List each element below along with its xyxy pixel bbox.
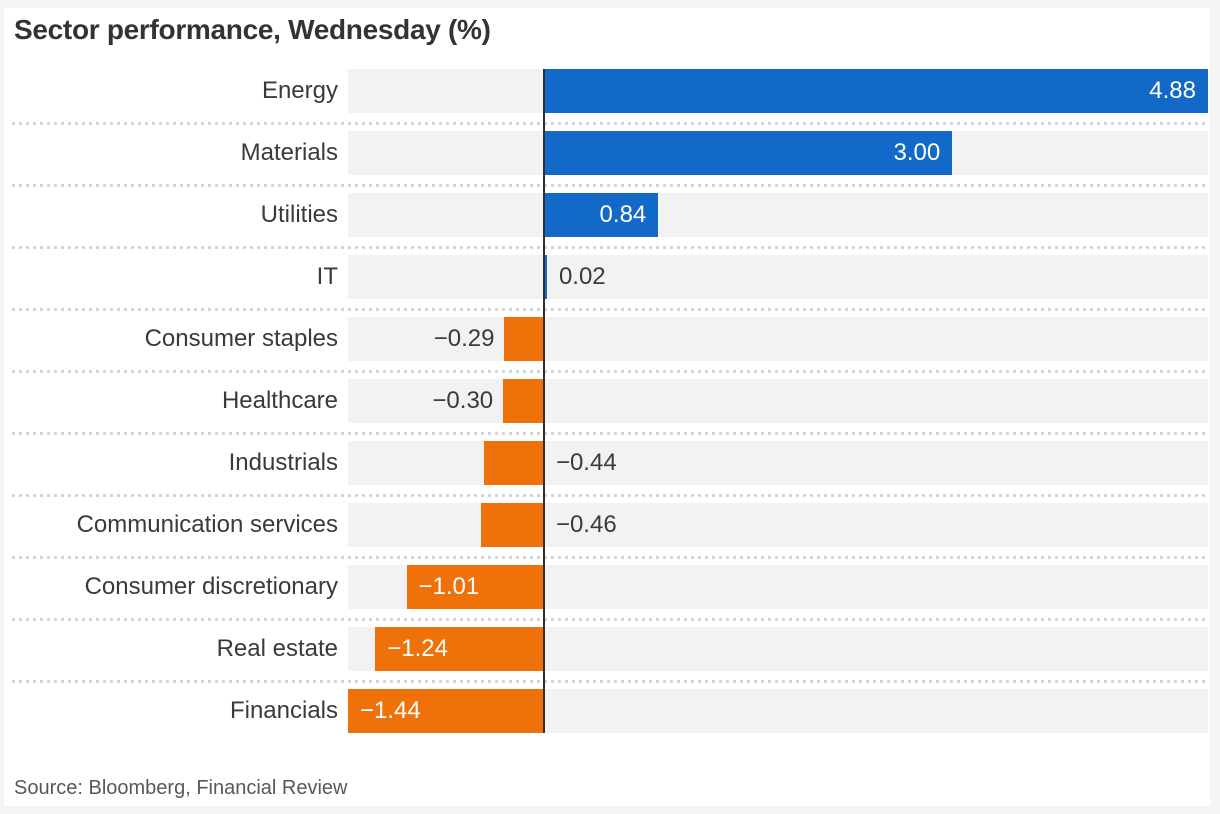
negative-bar [504,317,544,361]
chart-row: Consumer discretionary −1.01 [4,565,1210,627]
row-separator [12,370,1206,373]
zero-axis-line [543,69,545,733]
positive-bar [543,193,659,237]
category-label: IT [316,263,338,290]
chart-row: Industrials −0.44 [4,441,1210,503]
category-label: Consumer staples [144,325,338,352]
row-separator [12,494,1206,497]
value-label: −0.30 [432,387,494,414]
category-label: Real estate [216,635,338,662]
row-track: −0.46 [348,503,1208,547]
category-label: Healthcare [221,387,338,414]
chart-row: Energy 4.88 [4,69,1210,131]
chart-row: Materials 3.00 [4,131,1210,193]
value-label: −0.46 [555,511,617,538]
negative-bar [348,689,544,733]
chart-row: Consumer staples −0.29 [4,317,1210,379]
negative-bar [503,379,544,423]
value-label: 4.88 [1149,77,1196,104]
value-label: −0.29 [433,325,495,352]
chart-row: Communication services −0.46 [4,503,1210,565]
row-separator [12,556,1206,559]
row-separator [12,618,1206,621]
row-track: 0.84 [348,193,1208,237]
row-track: −0.44 [348,441,1208,485]
value-label: −1.44 [360,697,421,724]
row-track: −0.29 [348,317,1208,361]
row-separator [12,184,1206,187]
chart-row: Healthcare −0.30 [4,379,1210,441]
negative-bar [481,503,544,547]
value-label: −1.24 [387,635,448,662]
value-label: 3.00 [893,139,941,166]
negative-bar [375,627,544,671]
row-track: 0.02 [348,255,1208,299]
negative-bar [484,441,544,485]
chart-title: Sector performance, Wednesday (%) [14,14,491,45]
category-label: Consumer discretionary [84,573,338,600]
row-track: −1.01 [348,565,1208,609]
row-separator [12,246,1206,249]
row-separator [12,680,1206,683]
row-track: −0.30 [348,379,1208,423]
positive-bar [543,69,1208,113]
row-separator [12,122,1206,125]
row-separator [12,432,1206,435]
value-label: 0.02 [558,263,606,290]
row-track: −1.44 [348,689,1208,733]
row-track: 4.88 [348,69,1208,113]
positive-bar [543,131,953,175]
category-label: Financials [229,697,338,724]
positive-bar [543,255,547,299]
row-separator [12,308,1206,311]
source-attribution: Source: Bloomberg, Financial Review [14,777,348,799]
category-label: Industrials [228,449,338,476]
bar-chart: Energy 4.88 Materials 3.00 Utilities 0.84 IT 0.… [4,69,1210,733]
negative-bar [406,565,544,609]
chart-card: Sector performance, Wednesday (%) Energy… [4,8,1210,806]
value-label: −1.01 [418,573,480,600]
chart-row: IT 0.02 [4,255,1210,317]
row-track: −1.24 [348,627,1208,671]
category-label: Energy [261,77,338,104]
row-track: 3.00 [348,131,1208,175]
chart-row: Utilities 0.84 [4,193,1210,255]
category-label: Materials [240,139,338,166]
category-label: Utilities [260,201,338,228]
value-label: −0.44 [555,449,617,476]
chart-row: Real estate −1.24 [4,627,1210,689]
chart-row: Financials −1.44 [4,689,1210,751]
value-label: 0.84 [599,201,647,228]
category-label: Communication services [76,511,338,538]
